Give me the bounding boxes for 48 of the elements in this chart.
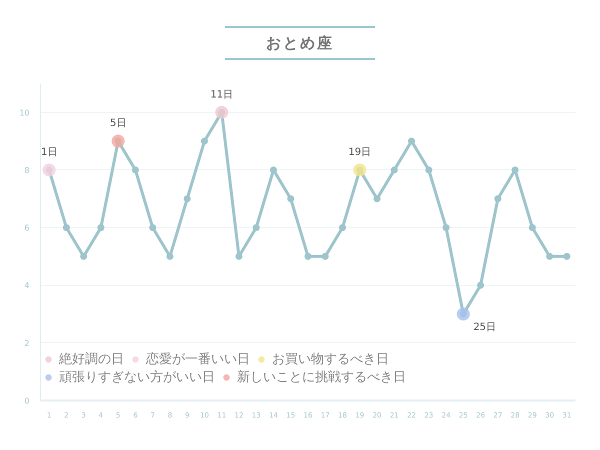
point xyxy=(494,195,502,202)
annotation: 11日 xyxy=(210,89,234,100)
point xyxy=(166,252,174,260)
legend-label: 頑張りすぎない方がいい日 xyxy=(59,369,215,386)
point xyxy=(390,166,398,174)
point xyxy=(62,224,70,232)
point xyxy=(563,252,570,260)
point xyxy=(512,166,519,174)
point xyxy=(408,138,416,145)
point xyxy=(287,195,294,202)
legend-label: お買い物するべき日 xyxy=(272,351,389,368)
point xyxy=(149,224,156,232)
y-tick-label: 10 xyxy=(19,108,30,118)
annotation: 5日 xyxy=(110,118,126,130)
legend-label: 絶好調の日 xyxy=(59,351,124,368)
point xyxy=(339,224,346,232)
point xyxy=(184,195,191,202)
annotation: 25日 xyxy=(473,322,496,334)
point xyxy=(374,195,381,202)
point xyxy=(442,224,450,232)
point xyxy=(546,252,554,260)
y-tick-label: 8 xyxy=(24,166,30,175)
point xyxy=(80,252,88,260)
point xyxy=(456,308,470,321)
annotation: 19日 xyxy=(348,146,372,158)
point xyxy=(235,252,242,260)
point xyxy=(425,166,432,174)
point xyxy=(200,138,208,145)
y-tick-label: 4 xyxy=(24,281,30,290)
point xyxy=(322,252,329,260)
y-tick-label: 6 xyxy=(24,224,30,233)
point xyxy=(215,106,228,119)
annotation: 1日 xyxy=(40,146,58,158)
point xyxy=(252,224,260,232)
point xyxy=(112,134,125,148)
legend-label: 恋愛が一番いい日 xyxy=(146,351,250,368)
point xyxy=(97,224,104,232)
point xyxy=(353,163,366,176)
y-tick-label: 0 xyxy=(24,396,30,406)
point xyxy=(477,282,484,289)
point xyxy=(270,166,277,174)
point xyxy=(528,224,536,232)
y-tick-label: 2 xyxy=(24,338,30,348)
chart-title: おとめ座 xyxy=(266,33,334,54)
point xyxy=(304,252,312,260)
point xyxy=(132,166,139,174)
legend-label: 新しいことに挑戦するべき日 xyxy=(237,369,406,386)
point xyxy=(42,163,56,176)
